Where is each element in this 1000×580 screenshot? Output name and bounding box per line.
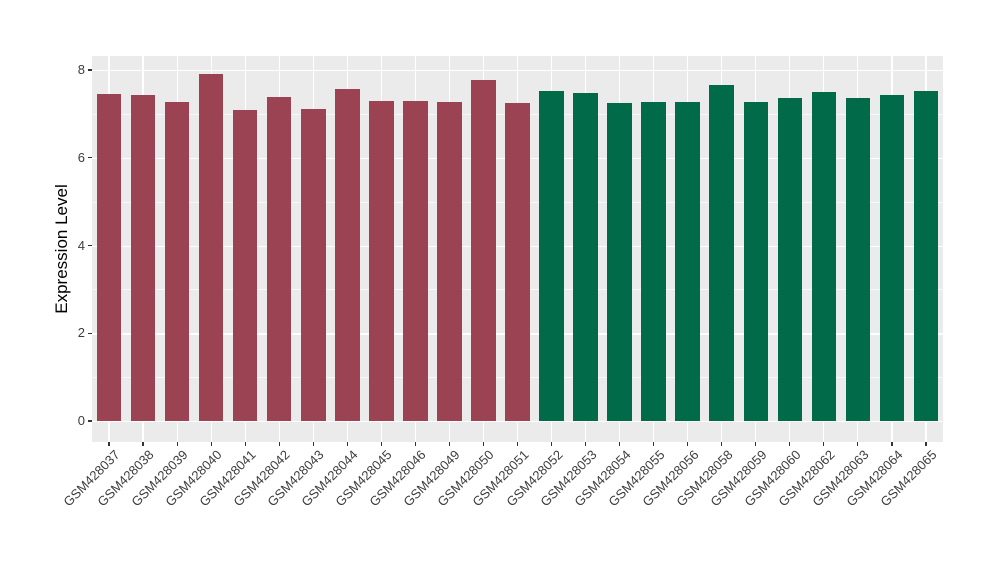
y-tick-mark bbox=[88, 420, 92, 422]
x-tick-mark bbox=[312, 442, 314, 446]
x-tick-mark bbox=[687, 442, 689, 446]
bar-GSM428042 bbox=[266, 97, 292, 421]
bar-GSM428045 bbox=[369, 100, 394, 421]
y-tick-label: 6 bbox=[77, 149, 85, 165]
bar-GSM428058 bbox=[709, 85, 734, 421]
plot-panel bbox=[92, 56, 943, 442]
x-tick-mark bbox=[414, 442, 416, 446]
bar-GSM428056 bbox=[675, 101, 700, 421]
x-tick-mark bbox=[857, 442, 859, 446]
bar-GSM428065 bbox=[913, 90, 939, 421]
x-tick-mark bbox=[891, 442, 893, 446]
x-tick-mark bbox=[516, 442, 519, 446]
x-tick-mark bbox=[482, 442, 485, 446]
bar-GSM428060 bbox=[777, 98, 803, 421]
bar-GSM428054 bbox=[607, 103, 632, 421]
x-tick-mark bbox=[721, 442, 723, 446]
bar-GSM428043 bbox=[301, 109, 326, 421]
bar-GSM428040 bbox=[198, 74, 224, 421]
bar-GSM428052 bbox=[539, 91, 564, 421]
y-tick-mark bbox=[88, 244, 92, 247]
bar-GSM428046 bbox=[403, 101, 428, 421]
bar-GSM428059 bbox=[743, 102, 769, 421]
y-tick-label: 0 bbox=[77, 413, 85, 428]
y-tick-label: 4 bbox=[77, 237, 85, 253]
x-tick-mark bbox=[278, 442, 280, 446]
x-tick-mark bbox=[789, 442, 791, 446]
x-tick-mark bbox=[584, 442, 587, 446]
bar-GSM428055 bbox=[641, 101, 666, 421]
bar-GSM428050 bbox=[471, 80, 496, 421]
x-tick-mark bbox=[755, 442, 757, 446]
x-tick-mark bbox=[619, 442, 621, 446]
bar-GSM428039 bbox=[164, 101, 190, 421]
bar-GSM428041 bbox=[232, 109, 258, 421]
x-tick-mark bbox=[653, 442, 655, 446]
bar-GSM428062 bbox=[811, 92, 837, 421]
bar-GSM428053 bbox=[573, 93, 598, 421]
x-tick-mark bbox=[380, 442, 382, 446]
bar-GSM428049 bbox=[437, 102, 462, 421]
y-tick-mark bbox=[88, 332, 92, 334]
x-tick-mark bbox=[448, 442, 450, 446]
bar-GSM428037 bbox=[96, 93, 122, 421]
x-tick-mark bbox=[925, 442, 927, 446]
x-tick-mark bbox=[210, 442, 212, 446]
y-tick-label: 8 bbox=[77, 62, 85, 77]
y-tick-label: 2 bbox=[77, 325, 85, 341]
x-tick-mark bbox=[823, 442, 825, 446]
bar-GSM428051 bbox=[505, 103, 530, 421]
x-tick-mark bbox=[176, 442, 178, 446]
bar-GSM428063 bbox=[845, 98, 871, 421]
x-tick-mark bbox=[142, 442, 144, 446]
bar-GSM428038 bbox=[130, 94, 156, 421]
bar-GSM428044 bbox=[335, 88, 360, 421]
x-tick-mark bbox=[346, 442, 348, 446]
bar-GSM428064 bbox=[879, 95, 905, 421]
y-tick-mark bbox=[88, 157, 92, 159]
x-tick-mark bbox=[550, 442, 553, 446]
y-tick-mark bbox=[88, 69, 92, 71]
x-tick-mark bbox=[244, 442, 246, 446]
x-tick-mark bbox=[108, 442, 110, 446]
